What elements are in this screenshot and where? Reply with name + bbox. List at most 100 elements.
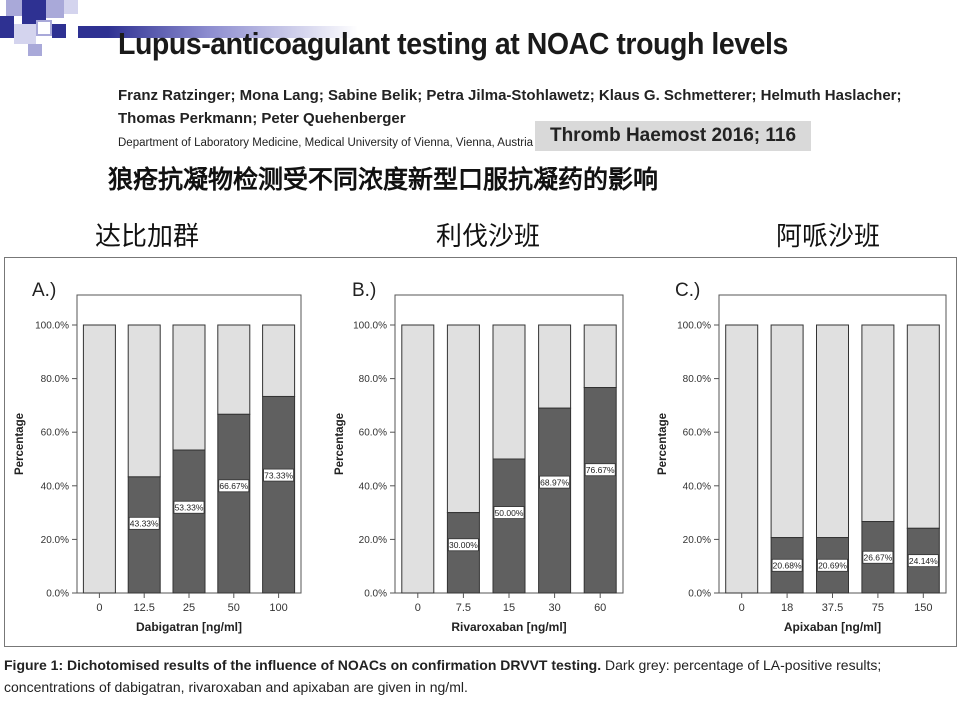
data-label-box [173, 500, 205, 514]
bar-negative-30 [538, 324, 572, 409]
deco-square [64, 0, 78, 14]
panel-label: C.) [675, 280, 700, 301]
data-label-box [218, 479, 250, 493]
bar-positive-15 [492, 458, 526, 594]
bar-negative-12.5 [127, 324, 161, 478]
x-axis-label: Rivaroxaban [ng/ml] [451, 620, 566, 634]
data-label: 73.33% [264, 470, 293, 480]
deco-square [46, 0, 64, 18]
bar-negative-50 [217, 324, 251, 415]
x-tick-label: 0 [415, 602, 421, 614]
data-label: 68.97% [540, 477, 569, 487]
data-label: 53.33% [175, 502, 204, 512]
charts-svg: A.) 0.0% 20.0% 40.0% 60.0% 80.0% 100.0% Percent… [14, 280, 947, 634]
paper-affiliation: Department of Laboratory Medicine, Medic… [118, 137, 534, 149]
y-tick-label: 40.0% [359, 481, 387, 492]
bar-negative-150 [906, 324, 940, 529]
data-label-box [862, 550, 894, 564]
bar-negative-37.5 [816, 324, 849, 539]
data-label: 43.33% [130, 519, 159, 529]
data-label-box [128, 516, 160, 530]
y-tick-label: 60.0% [359, 428, 387, 439]
bar-positive-60 [583, 387, 617, 594]
x-tick-label: 15 [503, 602, 515, 614]
deco-gradient-bar [78, 26, 108, 38]
y-tick-label: 40.0% [41, 481, 69, 492]
x-tick-label: 37.5 [822, 602, 843, 614]
x-tick-label: 30 [548, 602, 560, 614]
y-tick-label: 80.0% [359, 374, 387, 385]
y-tick-label: 0.0% [46, 589, 69, 600]
bar-negative-60 [583, 324, 617, 389]
y-tick-label: 20.0% [41, 535, 69, 546]
y-tick-label: 80.0% [683, 374, 711, 385]
bar-negative-15 [492, 324, 526, 460]
deco-square [14, 24, 36, 44]
bar-positive-100 [262, 395, 296, 594]
y-axis-label: Percentage [657, 413, 669, 475]
x-tick-label: 7.5 [456, 602, 471, 614]
deco-square [6, 0, 22, 16]
y-tick-label: 0.0% [364, 589, 387, 600]
y-tick-label: 100.0% [677, 321, 711, 332]
bar-negative-0 [725, 324, 759, 594]
data-label-box [539, 475, 570, 489]
y-tick-label: 80.0% [41, 374, 69, 385]
x-tick-label: 150 [914, 602, 932, 614]
bar-negative-100 [262, 324, 296, 397]
drug-name-dabigatran: 达比加群 [95, 222, 200, 252]
data-label-box [907, 554, 939, 568]
data-label: 24.14% [909, 556, 938, 566]
data-label: 20.69% [818, 560, 847, 570]
panel-label: A.) [32, 280, 56, 301]
bar-positive-12.5 [127, 476, 161, 594]
deco-square [36, 20, 52, 36]
figure-frame: A.) 0.0% 20.0% 40.0% 60.0% 80.0% 100.0% Percent… [4, 257, 957, 647]
x-tick-label: 60 [594, 602, 606, 614]
data-label: 30.00% [449, 540, 478, 550]
y-tick-label: 0.0% [688, 589, 711, 600]
x-axis-label: Dabigatran [ng/ml] [136, 620, 242, 634]
y-axis-label: Percentage [334, 413, 346, 475]
deco-square [28, 44, 42, 56]
bar-positive-25 [172, 449, 206, 594]
y-tick-label: 100.0% [35, 321, 69, 332]
bar-positive-30 [538, 407, 572, 594]
y-tick-label: 20.0% [359, 535, 387, 546]
data-label-box [584, 463, 616, 477]
slide-title: 狼疮抗凝物检测受不同浓度新型口服抗凝药的影响 [108, 165, 659, 194]
y-axis-label: Percentage [14, 413, 26, 475]
data-label: 50.00% [495, 508, 524, 518]
deco-square [52, 24, 66, 38]
bar-negative-0 [82, 324, 116, 594]
bar-negative-25 [172, 324, 206, 451]
deco-square [0, 16, 14, 38]
x-tick-label: 18 [781, 602, 793, 614]
bar-negative-75 [861, 324, 895, 523]
drug-name-apixaban: 阿哌沙班 [776, 222, 881, 252]
paper-title: Lupus-anticoagulant testing at NOAC trou… [118, 26, 788, 61]
y-tick-label: 40.0% [683, 481, 711, 492]
x-tick-label: 100 [269, 602, 287, 614]
bar-negative-7.5 [446, 324, 480, 514]
data-label: 26.67% [863, 552, 892, 562]
data-label: 66.67% [219, 481, 248, 491]
bar-negative-18 [770, 324, 804, 539]
y-tick-label: 60.0% [683, 428, 711, 439]
citation-badge: Thromb Haemost 2016; 116 [535, 121, 811, 151]
drug-name-rivaroxaban: 利伐沙班 [436, 222, 541, 252]
caption-rest: Dark grey: percentage of LA-positive res… [4, 657, 882, 695]
data-label-box [263, 468, 295, 482]
data-label-box [447, 538, 479, 552]
data-label-box [817, 558, 848, 572]
y-tick-label: 60.0% [41, 428, 69, 439]
y-tick-label: 20.0% [683, 535, 711, 546]
data-label: 20.68% [773, 560, 802, 570]
bar-positive-7.5 [446, 512, 480, 594]
data-label-box [493, 506, 525, 520]
x-tick-label: 12.5 [133, 602, 154, 614]
y-tick-label: 100.0% [353, 321, 387, 332]
bar-positive-50 [217, 413, 251, 594]
x-axis-label: Apixaban [ng/ml] [784, 620, 881, 634]
x-tick-label: 0 [739, 602, 745, 614]
